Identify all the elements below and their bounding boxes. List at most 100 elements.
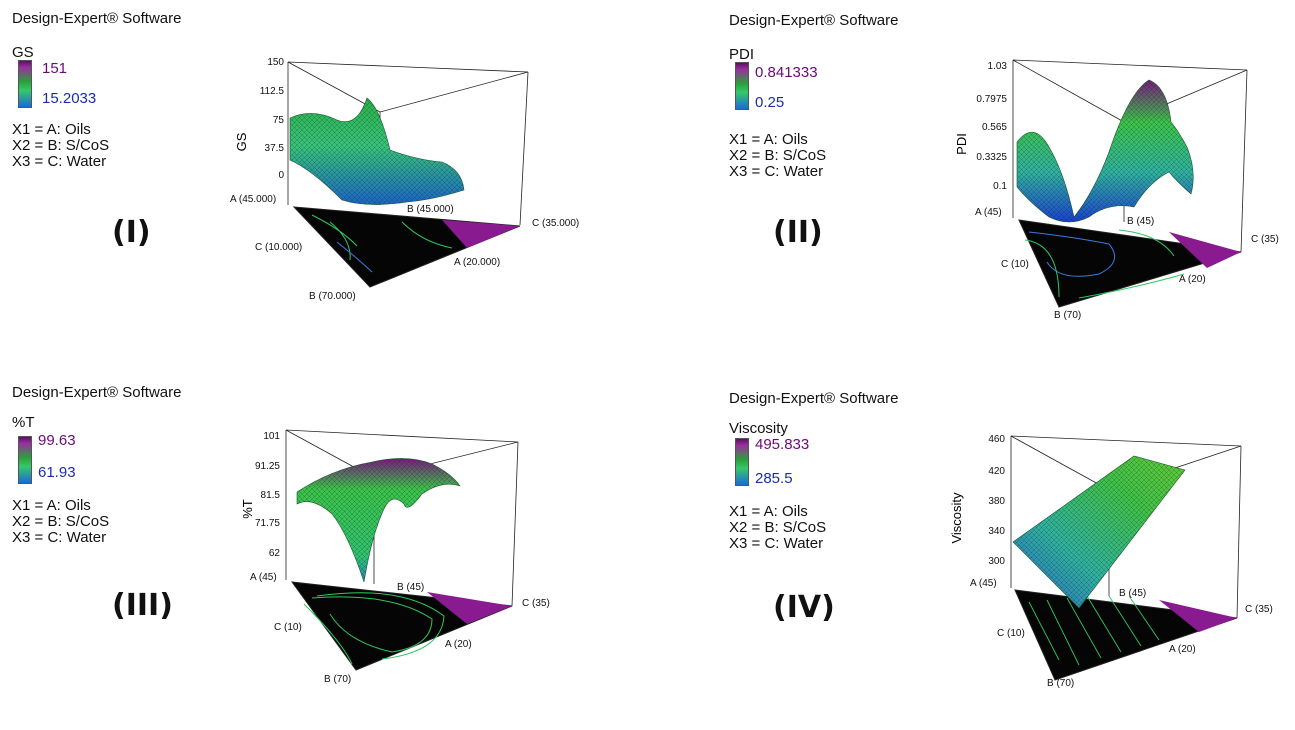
z-tick: 112.5 [260,86,285,97]
panel-1: Design-Expert® Software GS 151 15.2033 X… [12,10,652,350]
software-label: Design-Expert® Software [12,384,182,401]
response-name: Viscosity [729,420,788,437]
panel-label: (III) [112,588,173,623]
z-tick: 420 [988,466,1005,477]
vertex-label: B (70) [1054,310,1081,321]
factor-list: X1 = A: Oils X2 = B: S/CoS X3 = C: Water [12,122,109,170]
vertex-label: C (35) [1251,234,1279,245]
response-name: PDI [729,46,755,63]
factor-list: X1 = A: Oils X2 = B: S/CoS X3 = C: Water [729,132,826,180]
z-tick: 1.03 [988,61,1008,72]
color-legend-bar [18,436,32,484]
contour-line [1066,597,1102,659]
factor-x1: X1 = A: Oils [12,121,91,138]
response-surface-mesh [1017,80,1194,222]
z-axis-label: PDI [954,133,969,155]
z-tick: 0.565 [982,122,1007,133]
factor-list: X1 = A: Oils X2 = B: S/CoS X3 = C: Water [729,504,826,552]
contour-base [1018,219,1242,308]
contour-base [292,206,521,288]
legend-min: 0.25 [755,94,785,111]
contour-region-max [1169,232,1241,268]
z-tick: 460 [988,434,1005,445]
surface-plot: 460 420 380 340 300 Viscosity A (45) B (… [949,434,1273,689]
contour-region-max [1159,600,1237,632]
contour-line [1128,595,1160,641]
response-surface-mesh [290,98,464,205]
z-axis-label: Viscosity [949,492,964,544]
vertex-label: C (10) [1001,259,1029,270]
z-tick: 62 [269,548,281,559]
factor-x2: X2 = B: S/CoS [729,519,827,536]
factor-x1: X1 = A: Oils [729,503,808,520]
vertex-label: B (45.000) [407,204,454,215]
panel-4: Design-Expert® Software Viscosity 495.83… [729,390,1295,730]
response-surface-mesh [1013,456,1185,608]
factor-x2: X2 = B: S/CoS [12,513,110,530]
z-tick: 0.1 [993,181,1007,192]
response-surface-mesh [297,458,460,582]
vertex-label: B (70) [324,674,351,685]
z-tick: 81.5 [261,490,281,501]
legend-max: 151 [42,60,68,77]
vertex-label: C (35.000) [532,218,579,229]
contour-line [316,592,445,660]
contour-line [1024,239,1060,298]
contour-line [1046,599,1080,666]
surface-plot: 101 91.25 81.5 71.75 62 %T A (45) B (45)… [240,429,550,685]
vertex-label: B (45) [1119,588,1146,599]
panel-2: Design-Expert® Software PDI 0.841333 0.2… [729,12,1295,352]
factor-x1: X1 = A: Oils [12,497,91,514]
surface-plot: 1.03 0.7975 0.565 0.3325 0.1 PDI A (45) … [954,59,1279,321]
z-tick: 71.75 [255,518,280,529]
color-legend-bar [18,60,32,108]
factor-x3: X3 = C: Water [12,529,107,546]
color-legend-bar [735,438,749,486]
contour-line [311,596,433,653]
software-label: Design-Expert® Software [729,390,899,407]
factor-x2: X2 = B: S/CoS [729,147,827,164]
legend-min: 285.5 [755,470,793,487]
response-name: GS [12,44,34,61]
factor-x3: X3 = C: Water [729,163,824,180]
software-label: Design-Expert® Software [12,10,182,27]
vertex-label: A (45) [250,572,277,583]
contour-region-max [442,220,520,248]
z-tick: 340 [988,526,1005,537]
factor-x2: X2 = B: S/CoS [12,137,110,154]
z-axis-label: %T [240,499,255,519]
z-tick: 0.7975 [976,94,1007,105]
vertex-label: C (35) [522,598,550,609]
legend-max: 495.833 [755,436,810,453]
software-label: Design-Expert® Software [729,12,899,29]
response-name: %T [12,414,35,431]
vertex-label: C (35) [1245,604,1273,615]
vertex-label: C (10) [997,628,1025,639]
contour-line [1028,601,1060,661]
contour-line [329,221,351,261]
vertex-label: A (45) [975,207,1002,218]
contour-line [1086,595,1122,653]
panel-label: (II) [773,215,823,250]
contour-line [303,603,353,665]
panel-3: Design-Expert® Software %T 99.63 61.93 X… [12,384,652,724]
surface-plot: 150 112.5 75 37.5 0 GS A (45.000) B (45.… [230,57,579,302]
z-tick: 0 [278,170,284,181]
vertex-label: C (10) [274,622,302,633]
z-axis-label: GS [234,132,249,151]
vertex-label: A (45.000) [230,194,276,205]
contour-line [1108,595,1142,647]
legend-max: 99.63 [38,432,76,449]
legend-max: 0.841333 [755,64,818,81]
vertex-label: A (45) [970,578,997,589]
contour-line [1078,273,1185,299]
vertex-label: A (20) [1179,274,1206,285]
vertex-label: C (10.000) [255,242,302,253]
z-tick: 37.5 [265,143,285,154]
vertex-label: B (45) [397,582,424,593]
vertex-label: A (20) [1169,644,1196,655]
z-tick: 101 [263,431,280,442]
factor-x3: X3 = C: Water [729,535,824,552]
vertex-label: B (70.000) [309,291,356,302]
factor-x1: X1 = A: Oils [729,131,808,148]
